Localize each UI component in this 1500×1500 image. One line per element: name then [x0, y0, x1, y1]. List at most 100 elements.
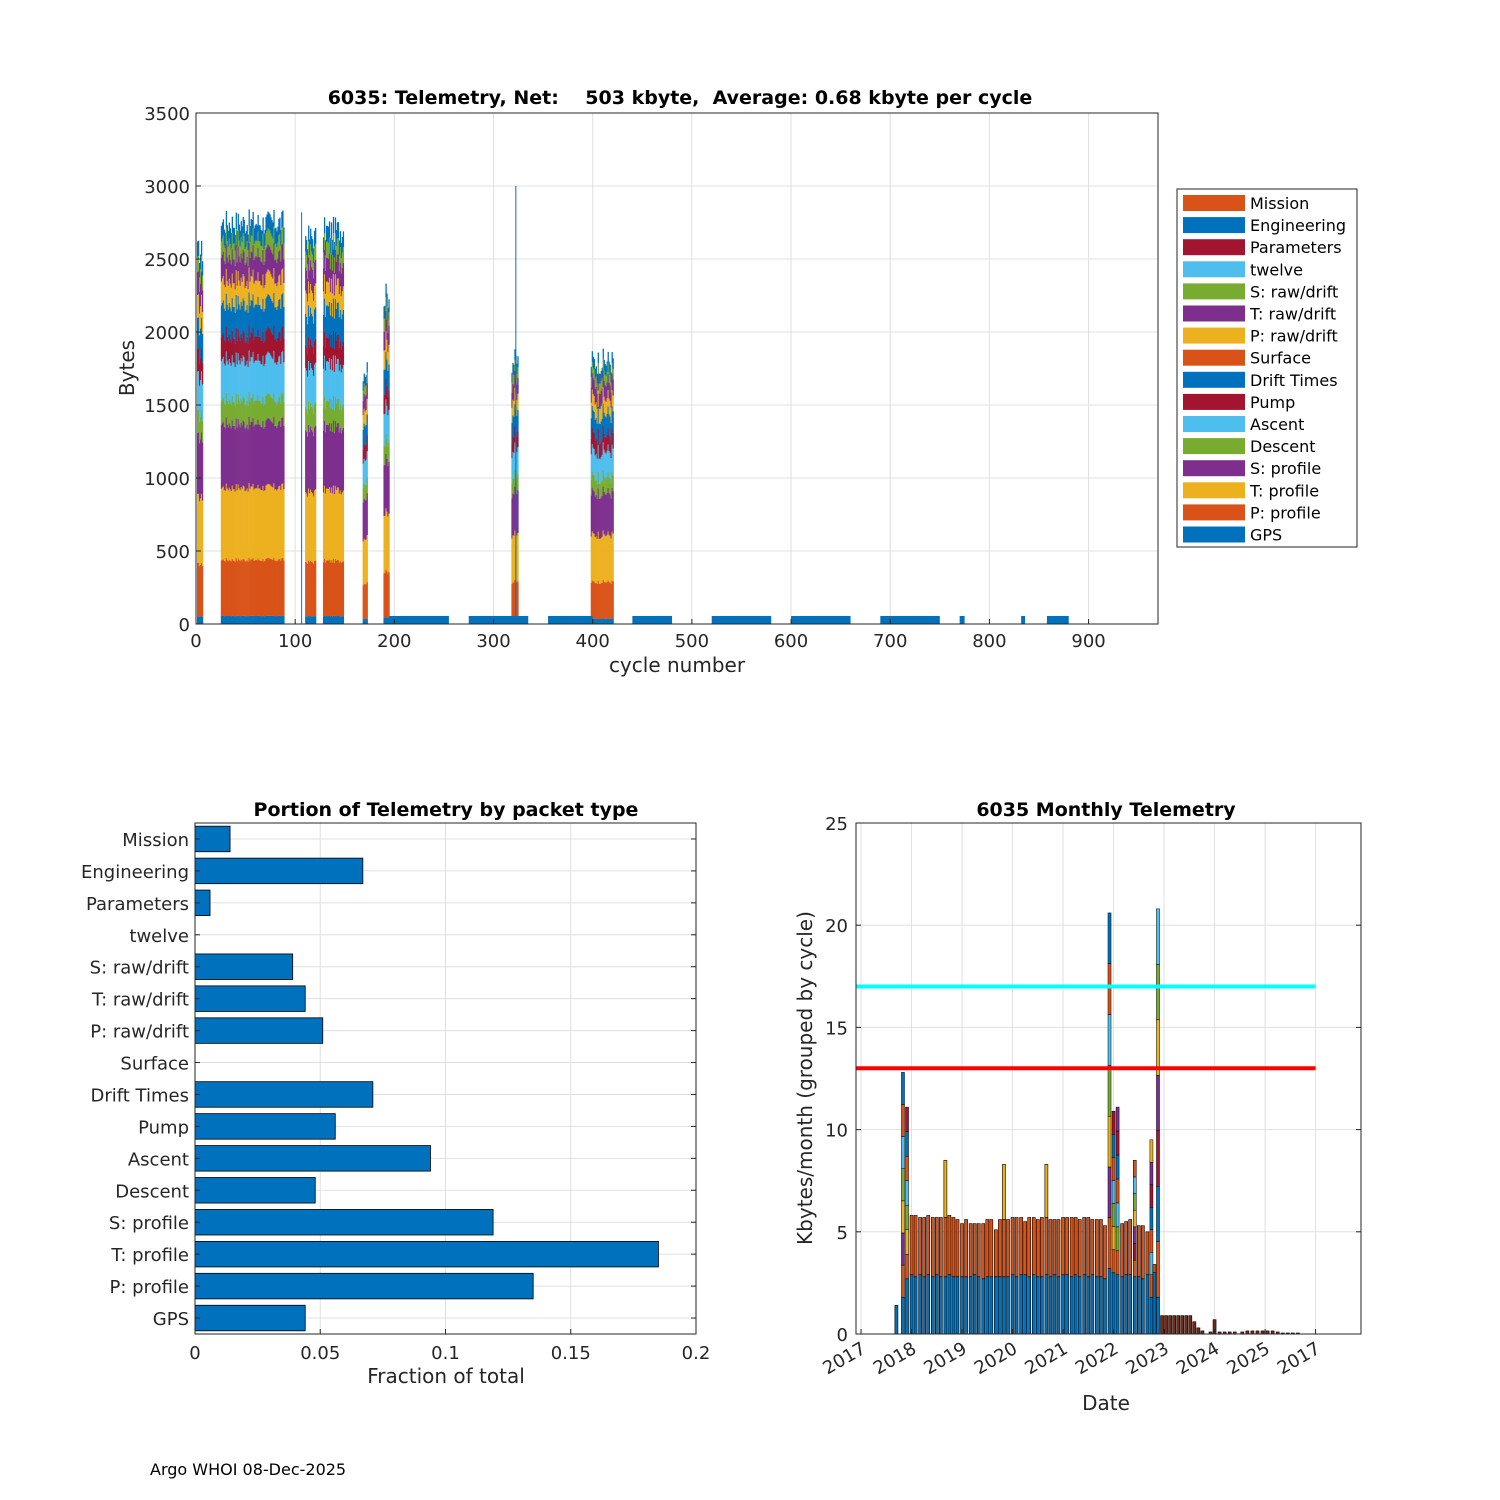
- top-bar-segment: [305, 368, 307, 407]
- top-bar-segment: [227, 230, 230, 247]
- top-bar-segment: [223, 426, 226, 490]
- top-bar-segment: [310, 489, 312, 561]
- top-bar-segment: [265, 558, 267, 616]
- bl-ticks: 0 0.05 0.1 0.15 0.2MissionEngineeringParamet…: [81, 830, 710, 1364]
- top-bar-segment: [385, 283, 387, 298]
- top-bar-segment: [324, 255, 327, 271]
- top-bar-segment: [511, 498, 513, 539]
- top-bar-segment: [246, 280, 248, 305]
- top-bar-segment: [278, 218, 280, 236]
- top-bar-segment: [608, 534, 610, 583]
- top-bar-segment: [608, 618, 610, 624]
- top-bar-segment: [267, 294, 269, 328]
- top-bar-segment: [342, 247, 345, 263]
- bl-bar: [194, 953, 294, 980]
- top-bar-segment: [383, 331, 385, 351]
- top-bar-segment: [605, 376, 607, 387]
- br-bar-segment: [1115, 1130, 1120, 1156]
- top-bar-segment: [226, 424, 229, 489]
- top-bar-segment: [310, 426, 312, 490]
- top-bar-segment: [256, 560, 258, 617]
- top-bar-segment: [278, 332, 280, 357]
- top-bar-segment: [241, 401, 243, 426]
- top-bar-segment: [606, 382, 608, 399]
- top-bar-segment: [278, 251, 280, 276]
- top-bar-segment: [342, 427, 345, 491]
- top-bar-segment: [516, 400, 518, 416]
- top-bar-segment: [277, 258, 279, 283]
- br-y-axis-label: Kbytes/month (grouped by cycle): [793, 911, 817, 1245]
- top-bar-segment: [600, 583, 602, 619]
- top-bar-segment: [223, 261, 226, 285]
- top-bar-segment: [274, 244, 276, 261]
- top-bar-segment: [238, 280, 240, 305]
- top-bar-segment: [365, 584, 367, 620]
- top-bar-segment: [362, 400, 364, 416]
- top-bar-segment: [260, 403, 262, 428]
- top-bar-segment: [388, 299, 390, 313]
- top-bar-segment: [239, 285, 241, 310]
- top-bar-segment: [387, 617, 389, 624]
- top-bar-segment: [229, 616, 232, 624]
- top-bar-segment: [339, 262, 342, 287]
- top-bar-segment: [222, 235, 225, 252]
- top-bar-segment: [362, 585, 364, 620]
- top-bar-segment: [199, 306, 202, 329]
- top-bar-segment: [330, 334, 333, 359]
- top-bar-segment: [251, 236, 253, 253]
- top-bar-segment: [243, 397, 245, 422]
- top-bar-segment: [590, 377, 593, 388]
- top-bar-segment: [516, 582, 518, 619]
- top-bar-segment: [597, 618, 599, 624]
- top-bar-segment: [252, 244, 254, 270]
- top-bar-segment: [596, 483, 598, 499]
- top-bar-segment: [272, 334, 274, 359]
- top-bar-segment: [260, 285, 262, 309]
- top-bar-segment: [307, 616, 309, 624]
- top-bar-segment: [198, 616, 201, 624]
- top-x-tick-label: 100: [278, 631, 312, 652]
- top-bar-segment: [282, 615, 284, 624]
- top-bar-segment: [258, 304, 260, 337]
- top-bar-segment: [240, 301, 242, 334]
- top-bar-segment: [245, 561, 247, 617]
- top-bar-segment: [333, 433, 336, 495]
- top-bar-segment: [311, 406, 313, 431]
- top-bar-segment: [239, 340, 241, 365]
- top-bar-segment: [594, 419, 596, 441]
- top-bar-segment: [281, 269, 283, 295]
- top-bar-segment: [233, 227, 235, 244]
- top-bar-segment: [592, 447, 594, 475]
- top-bar-segment: [196, 371, 199, 410]
- bl-bar: [194, 1240, 659, 1268]
- top-bar-segment: [330, 487, 333, 560]
- top-bar-segment: [591, 427, 594, 444]
- top-bar-segment: [242, 485, 244, 559]
- br-bar-segment: [1124, 1221, 1128, 1276]
- top-bar-segment: [269, 615, 271, 624]
- top-bar-segment: [273, 615, 275, 624]
- top-bar-segment: [387, 320, 389, 333]
- legend-entry: GPS: [1250, 526, 1282, 545]
- top-bar-segment: [308, 305, 310, 338]
- top-bar-segment: [246, 360, 248, 401]
- top-bar-segment: [268, 558, 270, 616]
- top-bar-segment: [612, 358, 614, 369]
- top-bar-segment: [275, 259, 277, 284]
- top-bar-segment: [249, 242, 251, 258]
- top-bar-segment: [338, 271, 341, 295]
- top-bar-segment: [250, 615, 252, 624]
- br-bar-segment: [909, 1274, 914, 1335]
- top-bar-segment: [312, 239, 314, 255]
- top-bar-segment: [597, 390, 599, 407]
- bl-category-label: T: raw/drift: [91, 990, 189, 1011]
- br-bar-segment: [926, 1274, 931, 1335]
- top-bar-segment: [234, 265, 236, 290]
- top-bar-segment: [310, 616, 312, 624]
- top-bar-segment: [595, 618, 597, 624]
- top-bar-segment: [263, 366, 265, 406]
- top-bar-segment: [274, 402, 276, 427]
- top-bar-segment: [309, 431, 311, 494]
- br-bar-segment: [1149, 1274, 1154, 1298]
- top-bar-segment: [263, 264, 265, 289]
